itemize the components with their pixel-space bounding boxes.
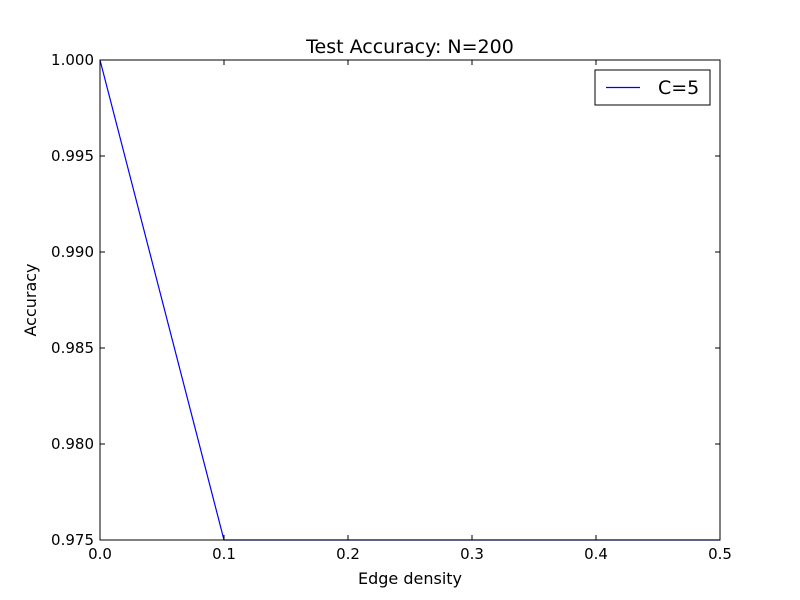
x-tick-label: 0.4 (584, 545, 608, 563)
x-axis-title: Edge density (358, 569, 462, 588)
plot-background (100, 60, 720, 540)
legend: C=5 (594, 69, 711, 106)
y-tick-label: 0.995 (51, 147, 94, 165)
plot-frame (99, 59, 721, 541)
x-tick-label: 0.1 (212, 545, 236, 563)
x-tick-label: 0.5 (708, 545, 732, 563)
y-tick-label: 1.000 (51, 51, 94, 69)
y-tick-label: 0.980 (51, 435, 94, 453)
tick-labels-layer: 0.0 0.1 0.2 0.3 0.4 0.5 0.975 0.980 0.985 0.990 0.… (51, 51, 732, 563)
x-tick-label: 0.2 (336, 545, 360, 563)
plot-area (100, 60, 720, 540)
y-tick-label: 0.985 (51, 339, 94, 357)
x-tick-label: 0.3 (460, 545, 484, 563)
y-axis-title: Accuracy (21, 263, 40, 336)
legend-label: C=5 (658, 77, 699, 99)
y-tick-label: 0.975 (51, 531, 94, 549)
x-tick-label: 0.0 (88, 545, 112, 563)
chart-title: Test Accuracy: N=200 (305, 36, 514, 58)
y-tick-label: 0.990 (51, 243, 94, 261)
